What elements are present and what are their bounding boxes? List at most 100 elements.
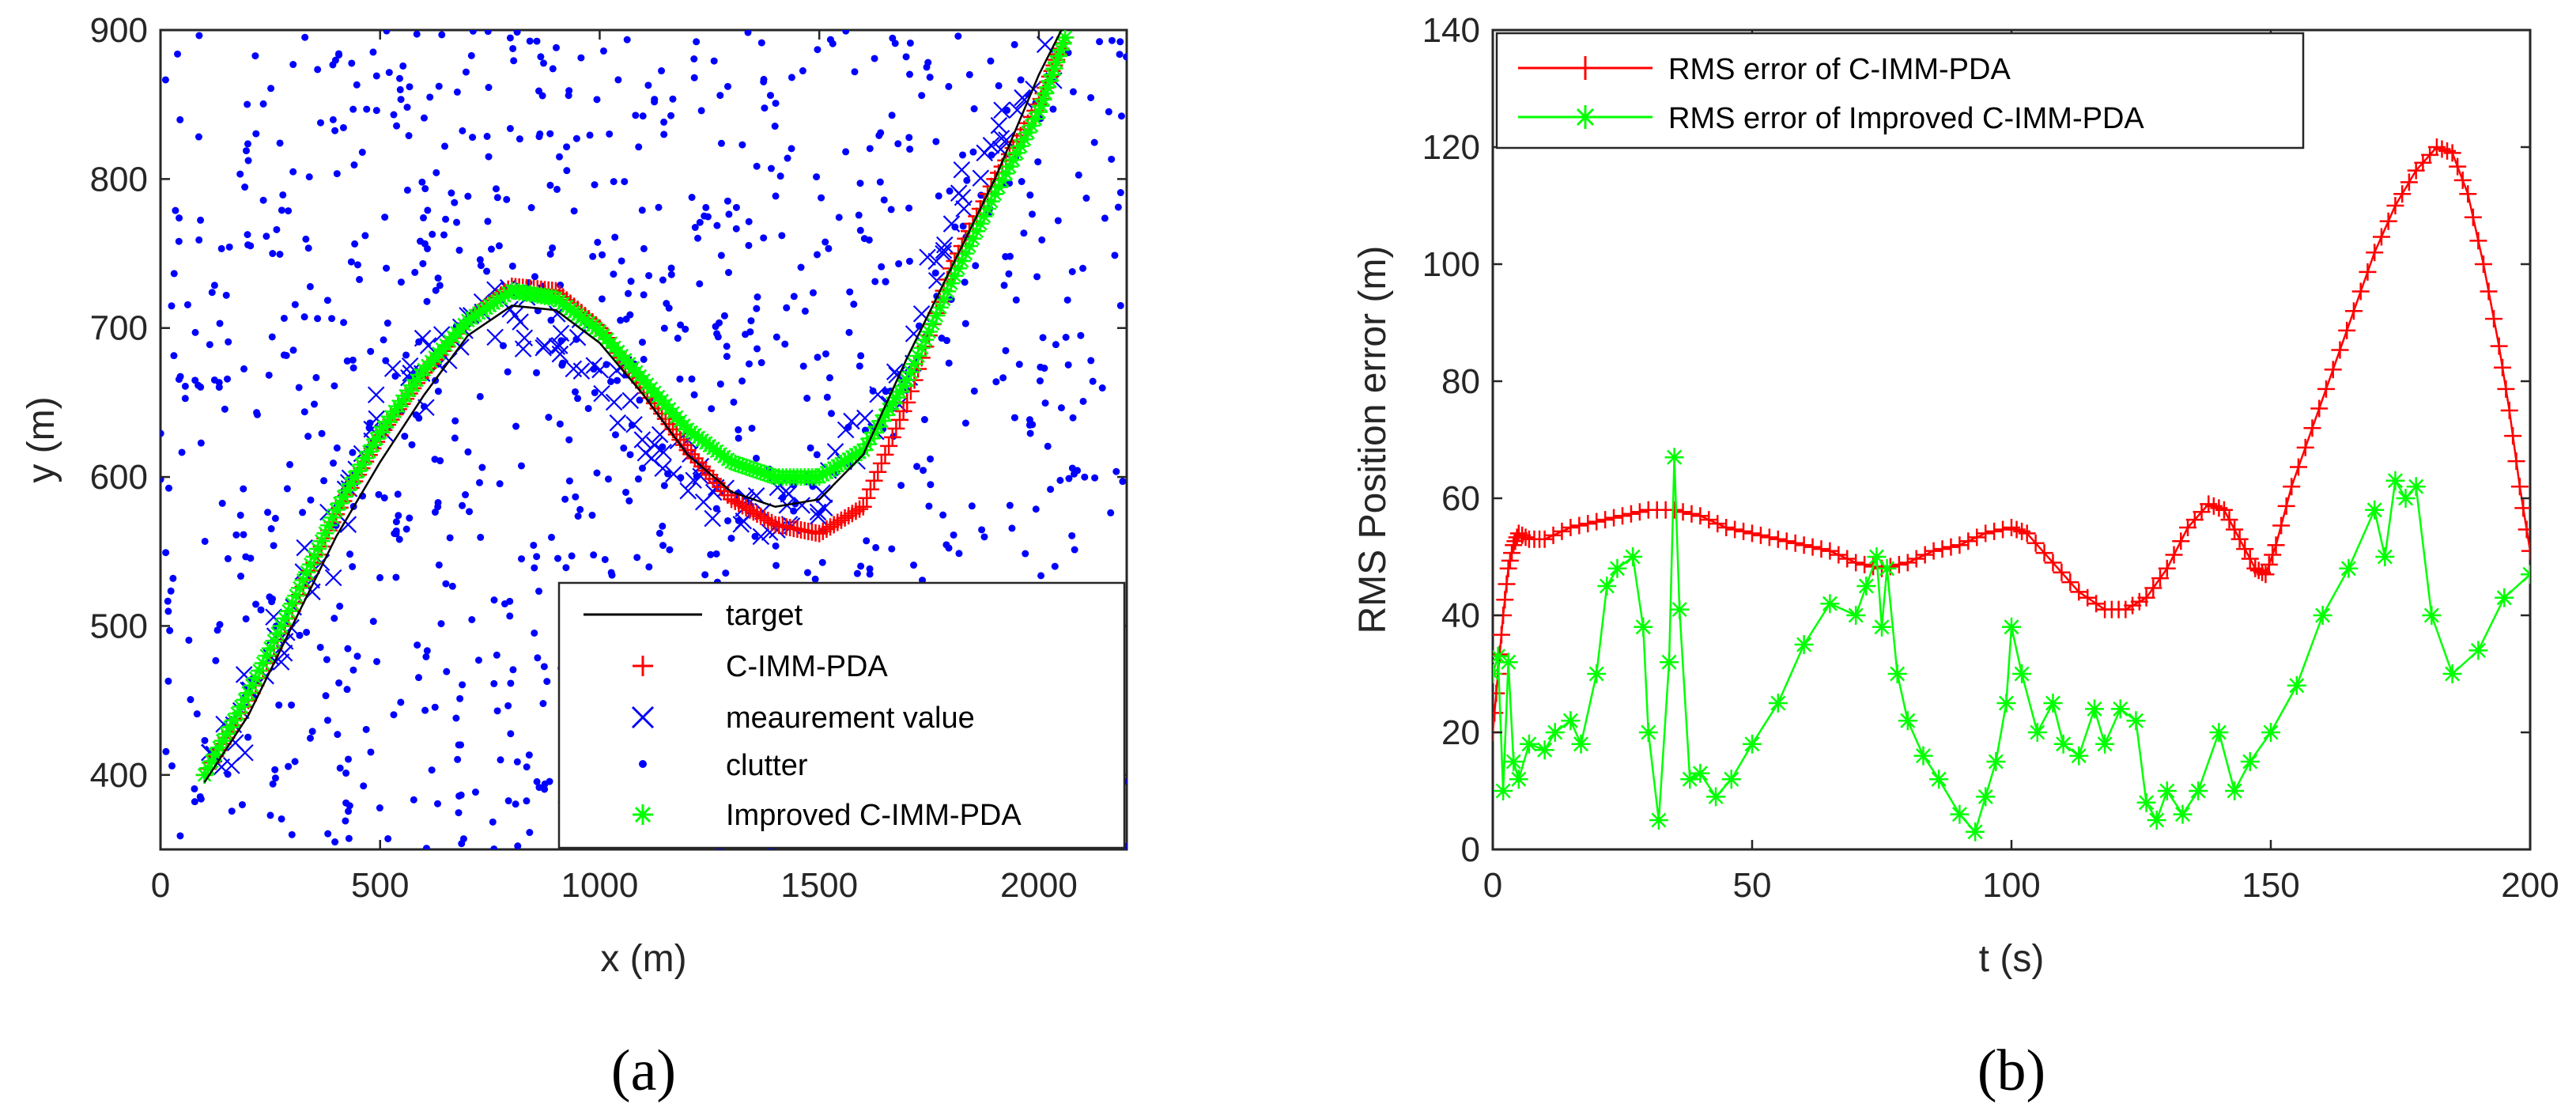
clutter-point [772,333,780,341]
clutter-point [477,262,485,270]
rms-c-imm-pda-marker [2504,427,2522,445]
improved-marker [916,331,935,349]
clutter-point [950,531,958,539]
clutter-point [164,484,172,492]
improved-marker [752,463,770,481]
improved-marker [371,423,389,441]
improved-marker [1008,144,1026,162]
clutter-point [677,321,685,329]
clutter-point [754,293,761,301]
rms-improved-marker [1846,606,1866,625]
clutter-point [346,802,353,810]
rms-c-imm-pda-marker [1496,591,1514,609]
improved-marker [276,610,294,628]
clutter-point [963,176,971,184]
clutter-point [1098,384,1106,392]
clutter-point [471,789,479,796]
clutter-point [283,485,291,493]
clutter-point [1049,105,1057,113]
clutter-point [1020,229,1028,237]
legend-swatch-c-imm-pda [633,656,653,676]
rms-improved-marker [1597,577,1617,596]
measurement-marker [816,499,833,516]
c-imm-pda-marker [759,512,777,530]
clutter-point [469,134,477,142]
clutter-point [888,112,896,119]
clutter-point [618,257,625,265]
rms-c-imm-pda-marker [1493,684,1505,702]
clutter-point [369,48,377,56]
clutter-point [334,731,342,739]
clutter-point [1077,331,1085,339]
legend-label-improved: Improved C-IMM-PDA [726,799,1022,832]
clutter-point [349,356,357,364]
rms-c-imm-pda-marker [2521,542,2530,560]
clutter-point [191,328,199,336]
clutter-point [455,792,463,800]
clutter-point [1015,361,1023,369]
improved-marker [924,315,942,333]
clutter-point [443,668,451,675]
clutter-point [1063,296,1071,304]
clutter-point [193,710,201,718]
clutter-point [273,225,281,233]
clutter-point [362,725,370,733]
c-imm-pda-marker [832,511,850,529]
rms-improved-marker [2110,699,2130,719]
clutter-point [655,203,663,211]
improved-marker [912,339,931,357]
rms-improved-marker [2209,723,2229,742]
c-imm-pda-marker [865,471,883,490]
clutter-point [781,340,789,348]
clutter-point [492,185,500,193]
clutter-point [397,698,405,706]
clutter-point [745,360,753,368]
improved-marker [195,766,213,784]
clutter-point [717,252,725,259]
rms-c-imm-pda-marker [1821,542,1839,560]
clutter-point [531,564,538,572]
c-imm-pda-marker [825,516,843,534]
clutter-point [1090,138,1098,146]
measurement-marker [856,409,874,427]
c-imm-pda-marker [678,441,697,460]
improved-marker [210,739,229,757]
clutter-point [383,30,391,35]
clutter-point [1032,505,1040,513]
clutter-point [271,514,279,522]
rms-improved-marker [1986,752,2006,771]
clutter-point [464,448,472,456]
panel-a-legend: target C-IMM-PDA meaurement value clutte… [557,581,1126,849]
clutter-point [516,135,523,143]
clutter-point [1087,357,1095,365]
clutter-point [571,388,579,395]
clutter-point [738,141,746,149]
clutter-point [660,130,668,138]
clutter-point [970,105,978,113]
rms-improved-marker [1664,448,1684,467]
clutter-point [730,398,738,406]
clutter-point [178,448,186,456]
improved-marker [726,454,744,472]
clutter-point [738,377,746,385]
rms-improved-marker [2339,558,2359,578]
clutter-point [872,543,880,551]
rms-c-imm-pda-marker [1605,509,1623,527]
clutter-point [356,275,364,283]
clutter-point [622,488,630,496]
clutter-point [324,830,332,838]
clutter-point [1038,236,1046,244]
rms-c-imm-pda-marker [2310,399,2329,418]
clutter-point [1002,346,1010,354]
improved-marker [847,445,865,463]
improved-marker [386,403,404,421]
panel-a-y-tick-label: 600 [90,458,148,497]
clutter-point [823,393,831,401]
clutter-point [735,434,742,442]
measurement-marker [572,362,591,380]
clutter-point [887,206,895,214]
improved-marker [323,509,342,527]
clutter-point [420,114,428,122]
clutter-point [1089,377,1097,385]
clutter-point [267,85,275,93]
